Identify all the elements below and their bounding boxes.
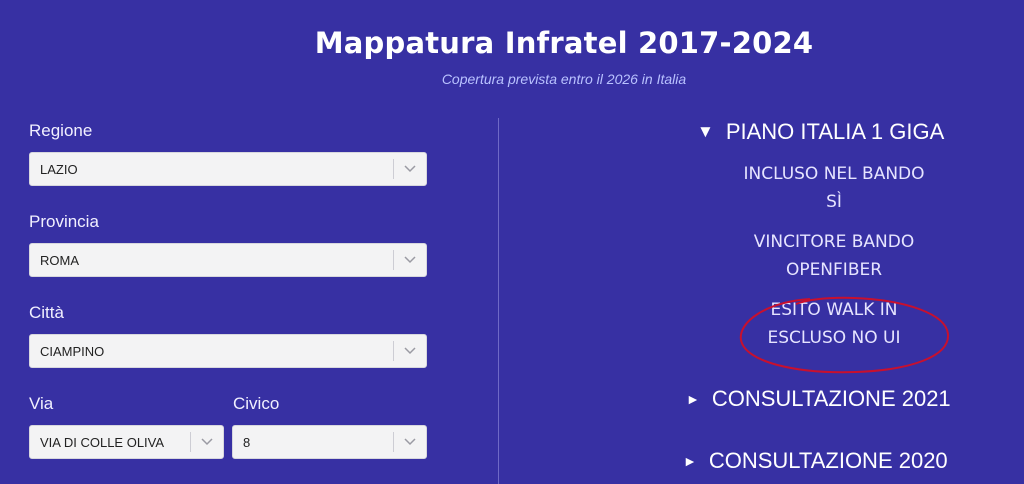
incluso-label: INCLUSO NEL BANDO [743,164,925,184]
regione-select[interactable]: LAZIO [29,152,427,186]
select-separator [393,341,394,361]
page-title: Mappatura Infratel 2017-2024 [314,26,814,60]
citta-value: CIAMPINO [40,343,105,359]
triangle-right-icon: ► [686,391,700,407]
vincitore-label: VINCITORE BANDO [753,232,915,252]
regione-value: LAZIO [40,161,78,177]
vincitore-value: OPENFIBER [785,260,883,280]
provincia-label: Provincia [29,212,99,231]
consultazione-2021-title: CONSULTAZIONE 2021 [711,386,951,411]
provincia-select[interactable]: ROMA [29,243,427,277]
select-separator [393,250,394,270]
regione-label: Regione [29,121,93,140]
via-label: Via [29,394,54,413]
column-divider [498,118,499,484]
civico-label: Civico [233,394,280,413]
civico-select[interactable]: 8 [232,425,427,459]
chevron-down-icon[interactable] [394,426,426,458]
esito-label: ESITO WALK IN [770,300,898,320]
chevron-down-icon[interactable] [191,426,223,458]
page-subtitle: Copertura prevista entro il 2026 in Ital… [441,71,687,87]
via-value: VIA DI COLLE OLIVA [40,434,165,450]
incluso-nel-bando-block: INCLUSO NEL BANDO SÌ [674,160,994,216]
consultazione-2021-toggle[interactable]: ► CONSULTAZIONE 2021 [686,386,951,412]
provincia-value: ROMA [40,252,79,268]
triangle-down-icon: ▼ [697,122,714,141]
citta-label: Città [29,303,64,322]
select-separator [190,432,191,452]
red-annotation-circle [739,296,950,374]
piano-italia-toggle[interactable]: ▼ PIANO ITALIA 1 GIGA [697,119,944,145]
chevron-down-icon[interactable] [394,244,426,276]
piano-italia-title: PIANO ITALIA 1 GIGA [725,119,945,144]
civico-value: 8 [243,434,251,450]
esito-value: ESCLUSO NO UI [767,328,901,348]
citta-select[interactable]: CIAMPINO [29,334,427,368]
esito-walk-in-block: ESITO WALK IN ESCLUSO NO UI [674,296,994,352]
consultazione-2020-title: CONSULTAZIONE 2020 [708,448,948,473]
via-select[interactable]: VIA DI COLLE OLIVA [29,425,224,459]
vincitore-bando-block: VINCITORE BANDO OPENFIBER [674,228,994,284]
consultazione-2020-toggle[interactable]: ► CONSULTAZIONE 2020 [683,448,948,474]
select-separator [393,432,394,452]
select-separator [393,159,394,179]
triangle-right-icon: ► [683,453,697,469]
incluso-value: SÌ [826,192,842,212]
chevron-down-icon[interactable] [394,335,426,367]
chevron-down-icon[interactable] [394,153,426,185]
